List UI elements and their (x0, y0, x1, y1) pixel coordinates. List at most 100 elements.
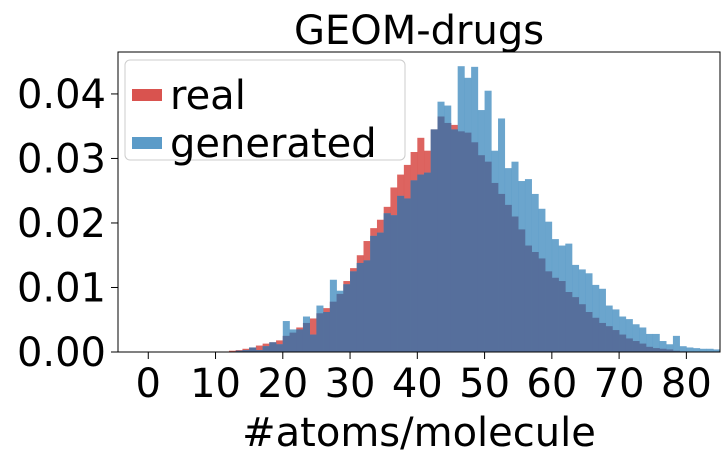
overlap-bar (524, 245, 532, 352)
overlap-bar (437, 116, 445, 352)
overlap-bar (336, 293, 344, 352)
x-tick-label: 60 (526, 361, 577, 407)
overlap-bar (659, 348, 667, 352)
overlap-bar (376, 232, 384, 352)
generated-bar (706, 348, 714, 352)
x-tick-label: 0 (136, 361, 161, 407)
overlap-bar (397, 195, 405, 352)
overlap-bar (619, 334, 627, 352)
overlap-bar (652, 348, 660, 352)
overlap-bar (417, 174, 425, 352)
overlap-bar (343, 284, 351, 352)
overlap-bar (471, 142, 479, 352)
overlap-bar (538, 258, 546, 352)
overlap-bar (309, 334, 317, 352)
generated-bar (598, 288, 606, 352)
real-bar (228, 350, 237, 352)
overlap-bar (457, 131, 465, 352)
generated-legend-label: generated (170, 121, 377, 167)
y-tick-label: 0.01 (17, 265, 106, 311)
plot-frame (117, 51, 721, 353)
overlap-bar (363, 260, 371, 352)
overlap-bar (289, 332, 297, 352)
legend-box (124, 59, 406, 161)
overlap-bar (444, 122, 452, 352)
overlap-bar (383, 213, 391, 352)
overlap-bar (632, 341, 640, 352)
overlap-bar (316, 313, 324, 352)
generated-bar (632, 324, 640, 352)
generated-bar (666, 344, 674, 352)
real-legend-label: real (170, 73, 246, 119)
overlap-bar (646, 346, 654, 352)
generated-bar (652, 333, 660, 352)
overlap-bars (235, 116, 687, 352)
overlap-bar (370, 235, 378, 352)
overlap-bar (403, 198, 411, 352)
overlap-bar (551, 277, 559, 352)
overlap-bar (639, 343, 647, 352)
overlap-bar (464, 132, 472, 352)
overlap-bar (585, 312, 593, 352)
overlap-bar (249, 347, 257, 352)
generated-bar (659, 341, 667, 352)
x-tick-label: 40 (392, 361, 443, 407)
x-tick-label: 20 (257, 361, 308, 407)
overlap-bar (410, 180, 418, 352)
generated-bar (699, 348, 707, 352)
overlap-bar (504, 204, 512, 352)
x-tick-label: 50 (459, 361, 510, 407)
overlap-bar (430, 129, 438, 352)
generated-bar (713, 349, 721, 352)
y-tick-label: 0.02 (17, 201, 106, 247)
generated-bar (619, 316, 627, 352)
real-bar (255, 345, 263, 352)
y-tick-label: 0.04 (17, 72, 106, 118)
overlap-bar (572, 297, 580, 352)
overlap-bar (235, 350, 243, 352)
overlap-bar (565, 292, 573, 352)
overlap-bar (518, 229, 526, 352)
overlap-bar (276, 344, 284, 352)
x-axis: 0 10 20 30 40 50 60 70 80 (136, 352, 712, 407)
overlap-bar (477, 155, 485, 352)
generated-bar (646, 333, 654, 352)
overlap-bar (612, 330, 620, 352)
overlap-bar (598, 322, 606, 352)
overlap-bar (531, 252, 539, 352)
overlap-bar (666, 349, 674, 352)
overlap-bar (242, 350, 250, 352)
y-tick-label: 0.00 (17, 330, 106, 376)
x-tick-label: 70 (594, 361, 645, 407)
overlap-bar (491, 182, 499, 352)
y-tick-label: 0.03 (17, 136, 106, 182)
overlap-bar (350, 271, 358, 352)
overlap-bar (424, 172, 432, 352)
real-legend-swatch (132, 89, 162, 101)
generated-legend-swatch (132, 137, 162, 149)
overlap-bar (262, 346, 270, 352)
chart-title: GEOM-drugs (294, 8, 544, 54)
overlap-bar (592, 317, 600, 352)
x-tick-label: 10 (190, 361, 241, 407)
overlap-bar (282, 335, 290, 352)
overlap-bar (498, 193, 506, 352)
x-tick-label: 30 (325, 361, 376, 407)
overlap-bar (450, 129, 458, 352)
generated-bar (625, 319, 633, 352)
x-axis-label: #atoms/molecule (242, 410, 596, 456)
overlap-bar (255, 350, 263, 352)
overlap-bar (329, 301, 337, 352)
generated-bar (672, 335, 680, 352)
generated-bar (639, 327, 647, 352)
x-tick-label: 80 (661, 361, 712, 407)
overlap-bar (323, 312, 331, 352)
overlap-bar (269, 342, 277, 352)
y-axis: 0.00 0.01 0.02 0.03 0.04 (17, 72, 118, 376)
overlap-bar (625, 338, 633, 352)
overlap-bar (511, 216, 519, 352)
overlap-bar (296, 329, 304, 352)
overlap-bar (356, 262, 364, 352)
